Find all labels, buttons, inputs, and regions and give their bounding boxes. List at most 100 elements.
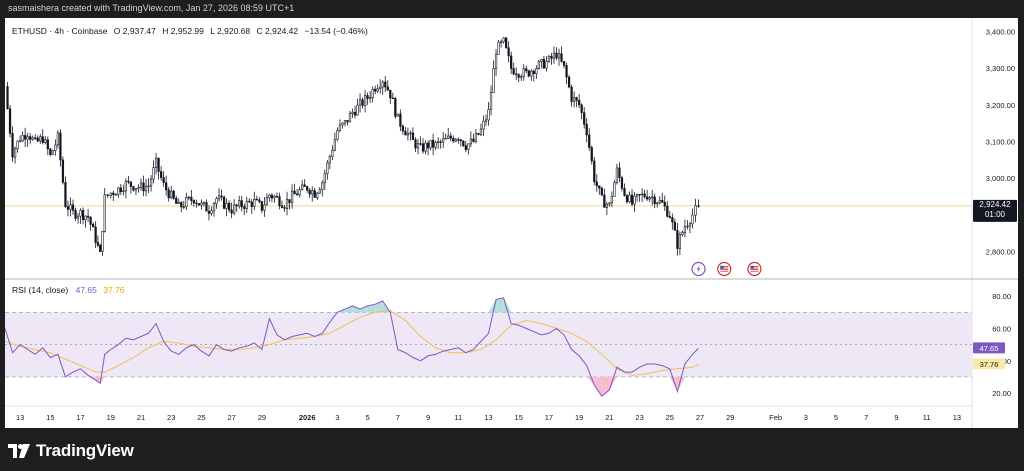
tradingview-logo-icon <box>8 444 30 458</box>
candle-body <box>76 215 80 219</box>
candle-body <box>424 142 427 152</box>
candle-body <box>578 100 581 106</box>
time-axis-tick-label: 21 <box>605 413 613 422</box>
candle-body <box>24 135 27 140</box>
candle-body <box>469 138 472 145</box>
rsi-ma-value-label: 37.76 <box>980 360 999 369</box>
candle-body <box>137 187 140 189</box>
candle-body <box>366 95 369 99</box>
time-axis-tick-label: 19 <box>107 413 115 422</box>
price-axis[interactable]: 2,800.002,900.003,000.003,100.003,200.00… <box>986 28 1015 257</box>
flag-canton <box>750 265 754 269</box>
candle-body <box>550 55 553 59</box>
chart-svg[interactable]: 2,800.002,900.003,000.003,100.003,200.00… <box>5 18 1018 428</box>
change-value: −13.54 (−0.46%) <box>305 26 368 36</box>
candle-body <box>646 196 649 200</box>
candle-body <box>175 197 178 204</box>
candle-body <box>192 200 195 204</box>
rsi-overbought-fill <box>352 305 361 313</box>
candle-body <box>333 139 337 151</box>
time-axis-tick-label: 3 <box>335 413 339 422</box>
us-flag-icon[interactable] <box>717 261 732 277</box>
candle-body <box>613 182 616 197</box>
candle-body <box>618 167 621 179</box>
candle-body <box>301 184 304 190</box>
candle-body <box>580 104 583 113</box>
candle-body <box>114 194 117 196</box>
candle-body <box>74 209 77 219</box>
candle-body <box>666 205 669 217</box>
low-label: L <box>210 26 215 36</box>
candle-body <box>230 209 233 214</box>
candle-body <box>437 141 440 143</box>
candle-body <box>421 143 425 152</box>
candle-body <box>444 137 447 140</box>
high-label: H <box>162 26 168 36</box>
flag-stripe <box>750 266 759 267</box>
candle-body <box>671 217 674 223</box>
candle-body <box>290 190 294 203</box>
candle-body <box>61 159 65 183</box>
rsi-oversold-fill <box>669 376 678 392</box>
candle-body <box>134 187 138 191</box>
candle-body <box>64 182 67 208</box>
rsi-oversold-fill <box>609 376 617 390</box>
rsi-legend-value: 47.65 <box>76 285 98 295</box>
close-value: 2,924.42 <box>265 26 298 36</box>
candle-body <box>338 124 342 131</box>
flag-stripe <box>720 270 729 272</box>
us-flag-icon[interactable] <box>747 261 762 277</box>
rsi-overbought-fill <box>503 297 512 313</box>
candle-body <box>29 136 32 140</box>
candle-body <box>353 111 357 116</box>
time-axis-tick-label: 13 <box>484 413 492 422</box>
open-label: O <box>114 26 121 36</box>
candle-body <box>144 185 148 192</box>
candlestick-series <box>6 36 700 256</box>
candle-body <box>39 136 42 142</box>
rsi-value-tag: 47.65 <box>973 342 1005 354</box>
candle-body <box>154 157 158 169</box>
chart-panel[interactable]: 2,800.002,900.003,000.003,100.003,200.00… <box>5 18 1018 428</box>
candle-body <box>386 86 389 91</box>
candle-body <box>532 70 535 74</box>
candle-body <box>409 132 412 135</box>
candle-body <box>170 190 173 199</box>
candle-body <box>401 125 404 132</box>
candle-body <box>306 186 309 191</box>
rsi-overbought-fill <box>360 305 368 313</box>
rsi-ma-value-tag-bg <box>973 358 1005 370</box>
candle-body <box>512 68 515 75</box>
candle-body <box>66 206 70 210</box>
candle-body <box>396 113 399 117</box>
candle-body <box>575 97 578 101</box>
candle-body <box>89 216 92 225</box>
candle-body <box>323 173 326 184</box>
lightning-glyph <box>696 265 701 273</box>
candle-body <box>457 139 460 141</box>
rsi-overbought-fill <box>496 297 504 313</box>
candle-body <box>220 195 223 198</box>
rsi-line <box>5 297 699 398</box>
candle-body <box>449 135 452 139</box>
candle-body <box>49 148 52 155</box>
time-axis-tick-label: 11 <box>454 413 462 422</box>
candle-body <box>278 196 281 206</box>
time-axis-tick-label: 29 <box>726 413 734 422</box>
candle-body <box>605 203 608 208</box>
rsi-legend[interactable]: RSI (14, close) 47.65 37.76 <box>12 285 125 295</box>
rsi-ma-legend-value: 37.76 <box>103 285 125 295</box>
candle-body <box>351 111 354 114</box>
price-legend[interactable]: ETHUSD · 4h · Coinbase O 2,937.47 H 2,95… <box>12 26 368 36</box>
candle-body <box>452 137 455 142</box>
tradingview-logo[interactable]: TradingView <box>8 441 134 461</box>
event-markers[interactable] <box>691 261 762 277</box>
flag-canton <box>720 265 724 269</box>
candle-body <box>245 200 248 209</box>
candle-body <box>673 221 676 231</box>
time-axis-tick-label: 25 <box>666 413 674 422</box>
candle-body <box>381 81 384 88</box>
time-axis[interactable]: 13 15 17 19 21 23 25 27 29 2026 3 5 7 9 11 13 15 17 19 21 23… <box>16 413 961 422</box>
candle-body <box>467 143 470 150</box>
candle-body <box>600 187 603 196</box>
